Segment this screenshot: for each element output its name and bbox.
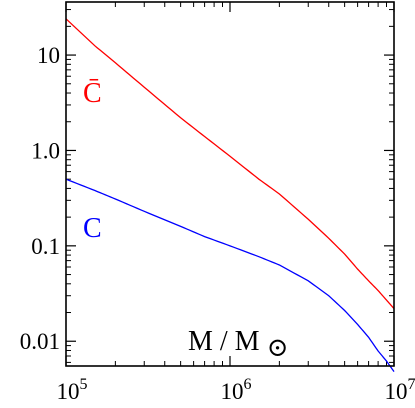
x-tick-exponent: 7 <box>408 376 415 393</box>
x-tick-exponent: 6 <box>244 376 252 393</box>
x-tick-label: 107 <box>385 376 415 404</box>
y-tick-label: 1.0 <box>31 138 60 163</box>
x-tick-exponent: 5 <box>80 376 88 393</box>
series-line-1 <box>65 178 395 373</box>
x-tick-base: 10 <box>221 379 244 404</box>
series-label-1: C <box>83 213 102 244</box>
x-axis-title: M / M ⊙ <box>188 326 288 362</box>
y-tick-label: 0.01 <box>20 329 60 354</box>
series-line-0 <box>65 18 395 310</box>
x-axis-title-text: M / M <box>188 326 260 357</box>
x-tick-base: 10 <box>57 379 80 404</box>
sun-symbol: ⊙ <box>267 333 289 362</box>
y-tick-label: 10 <box>37 43 60 68</box>
series-label-0: C̄ <box>83 78 102 109</box>
x-tick-label: 105 <box>57 376 88 404</box>
x-tick-base: 10 <box>385 379 408 404</box>
y-tick-label: 0.1 <box>31 234 60 259</box>
x-tick-label: 106 <box>221 376 252 404</box>
series-layer <box>65 18 395 373</box>
plot-frame <box>65 1 395 367</box>
